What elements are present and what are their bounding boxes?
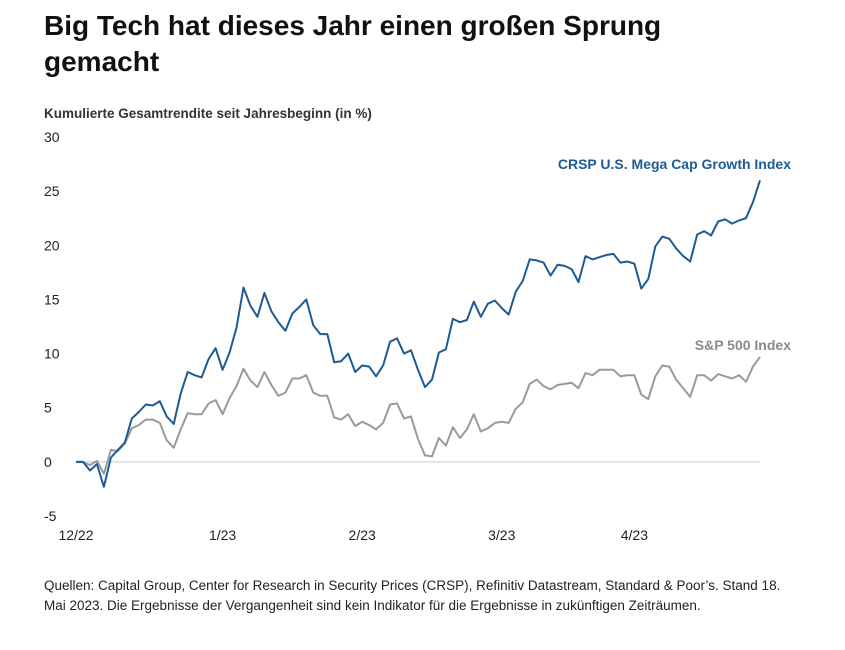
source-note: Quellen: Capital Group, Center for Resea…	[44, 578, 781, 613]
y-axis-label: Kumulierte Gesamtrendite seit Jahresbegi…	[44, 106, 372, 121]
line-chart: -5 0 5 10 15 20 25 30 12/22 1/23 2/23 3/23 4/23 CRS…	[44, 129, 791, 543]
x-tick-label: 12/22	[58, 527, 93, 543]
y-tick-label: 10	[44, 346, 60, 362]
y-tick-label: -5	[44, 508, 57, 524]
y-tick-label: 25	[44, 183, 60, 199]
x-tick-label: 2/23	[349, 527, 376, 543]
series-label-mega-cap: CRSP U.S. Mega Cap Growth Index	[558, 156, 791, 172]
x-axis-ticks: 12/22 1/23 2/23 3/23 4/23	[58, 527, 648, 543]
series-line-mega-cap	[76, 179, 761, 488]
x-tick-label: 1/23	[209, 527, 236, 543]
y-tick-label: 20	[44, 237, 60, 253]
y-tick-label: 15	[44, 291, 60, 307]
series-label-sp500: S&P 500 Index	[695, 337, 791, 353]
chart-title: Big Tech hat dieses Jahr einen großen Sp…	[44, 10, 662, 77]
x-tick-label: 3/23	[488, 527, 515, 543]
x-tick-label: 4/23	[621, 527, 648, 543]
y-axis-ticks: -5 0 5 10 15 20 25 30	[44, 129, 60, 524]
y-tick-label: 5	[44, 400, 52, 416]
y-tick-label: 0	[44, 454, 52, 470]
y-tick-label: 30	[44, 129, 60, 145]
series-line-sp500	[76, 356, 761, 475]
